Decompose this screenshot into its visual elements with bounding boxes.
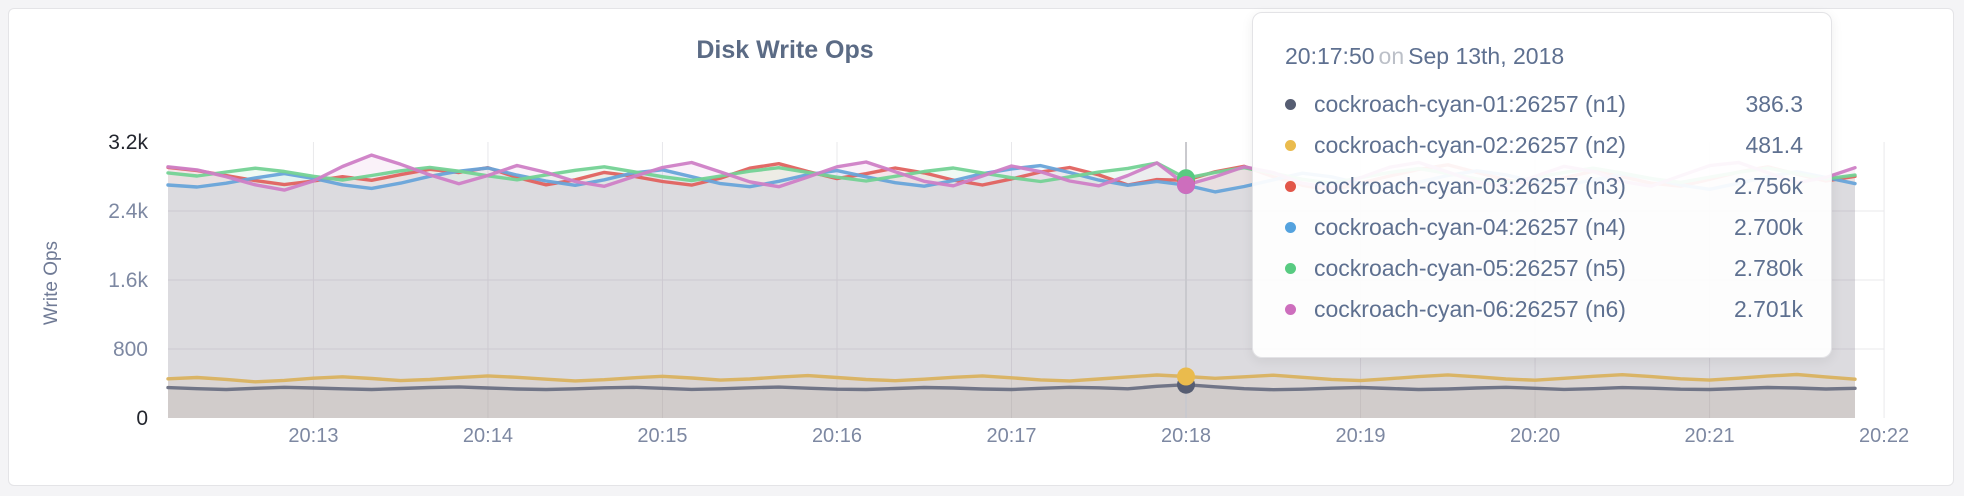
tooltip-time: 20:17:50 <box>1285 43 1375 69</box>
y-axis-title: Write Ops <box>41 241 62 325</box>
tooltip-row: cockroach-cyan-05:26257 (n5) 2.780k <box>1285 248 1803 289</box>
tooltip-row: cockroach-cyan-06:26257 (n6) 2.701k <box>1285 289 1803 330</box>
tooltip-series-value: 481.4 <box>1745 132 1803 158</box>
series-dot-icon <box>1285 304 1296 315</box>
hover-dot-n2 <box>1177 367 1196 386</box>
y-tick-label: 1.6k <box>108 269 148 292</box>
tooltip-series-name: cockroach-cyan-03:26257 (n3) <box>1314 173 1626 199</box>
x-tick-label: 20:13 <box>288 425 338 447</box>
chart-title: Disk Write Ops <box>696 36 874 64</box>
tooltip-row: cockroach-cyan-03:26257 (n3) 2.756k <box>1285 166 1803 207</box>
tooltip-date: Sep 13th, 2018 <box>1408 43 1565 69</box>
hover-marker <box>1177 142 1196 418</box>
x-tick-label: 20:14 <box>463 425 513 447</box>
x-tick-label: 20:20 <box>1510 425 1560 447</box>
tooltip-series-name: cockroach-cyan-06:26257 (n6) <box>1314 296 1626 322</box>
x-tick-label: 20:21 <box>1685 425 1735 447</box>
tooltip-series-value: 2.700k <box>1733 214 1803 240</box>
tooltip-series-value: 386.3 <box>1745 91 1803 117</box>
series-dot-icon <box>1285 140 1296 151</box>
x-tick-label: 20:17 <box>986 425 1036 447</box>
series-dot-icon <box>1285 222 1296 233</box>
tooltip-series-value: 2.756k <box>1733 173 1803 199</box>
series-line-n2[interactable] <box>166 372 1857 384</box>
axis-labels: 0 800 1.6k 2.4k 3.2k 20:13 20:14 20:15 20:16 20:1… <box>41 131 1909 447</box>
tooltip-series-name: cockroach-cyan-04:26257 (n4) <box>1314 214 1626 240</box>
series-dot-icon <box>1285 181 1296 192</box>
series-dot-icon <box>1285 263 1296 274</box>
y-tick-label: 3.2k <box>108 131 148 154</box>
series-area-n2 <box>168 374 1855 418</box>
x-tick-label: 20:22 <box>1859 425 1909 447</box>
y-tick-label: 800 <box>113 338 148 361</box>
series-line-n1[interactable] <box>166 383 1857 392</box>
y-tick-label: 0 <box>136 407 148 430</box>
series-dot-icon <box>1285 99 1296 110</box>
tooltip-row: cockroach-cyan-02:26257 (n2) 481.4 <box>1285 125 1803 166</box>
tooltip-series-value: 2.780k <box>1733 255 1803 281</box>
series-area-n1 <box>168 384 1855 418</box>
tooltip-preposition: on <box>1378 43 1405 69</box>
chart-tooltip: 20:17:50 on Sep 13th, 2018 cockroach-cyan-… <box>1252 12 1832 358</box>
hover-dot-n6 <box>1177 176 1196 194</box>
tooltip-series-value: 2.701k <box>1733 296 1803 322</box>
tooltip-series-name: cockroach-cyan-02:26257 (n2) <box>1314 132 1626 158</box>
y-tick-label: 2.4k <box>108 200 148 223</box>
x-tick-label: 20:19 <box>1336 425 1386 447</box>
tooltip-series-name: cockroach-cyan-01:26257 (n1) <box>1314 91 1626 117</box>
x-tick-label: 20:15 <box>637 425 687 447</box>
x-tick-label: 20:16 <box>812 425 862 447</box>
x-tick-label: 20:18 <box>1161 425 1211 447</box>
tooltip-series-name: cockroach-cyan-05:26257 (n5) <box>1314 255 1626 281</box>
tooltip-row: cockroach-cyan-04:26257 (n4) 2.700k <box>1285 207 1803 248</box>
tooltip-row: cockroach-cyan-01:26257 (n1) 386.3 <box>1285 84 1803 125</box>
tooltip-header: 20:17:50 on Sep 13th, 2018 <box>1285 43 1803 70</box>
